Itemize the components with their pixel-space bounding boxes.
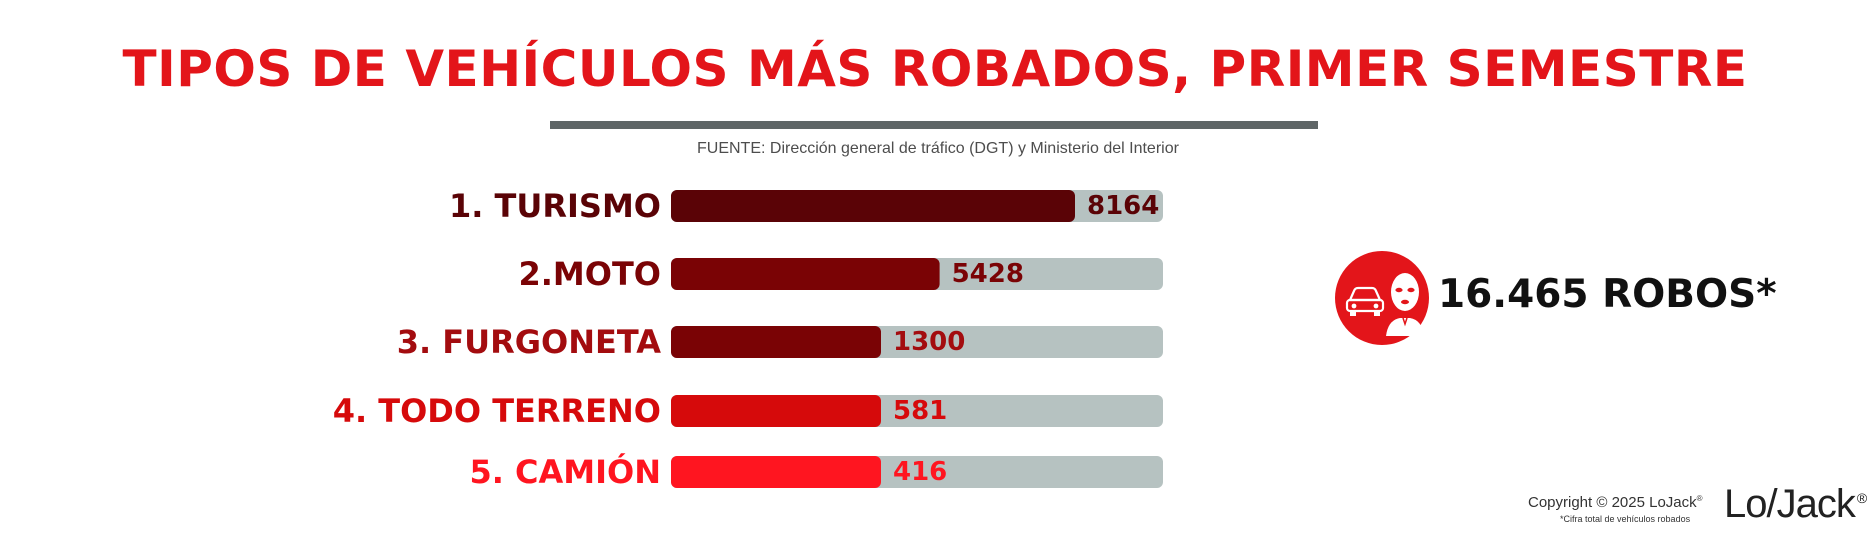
bar <box>671 190 1075 222</box>
bar <box>671 258 940 290</box>
car-thief-icon <box>1335 251 1429 345</box>
value-label: 416 <box>893 457 947 487</box>
value-label: 1300 <box>893 327 965 357</box>
category-label: 4. TODO TERRENO <box>333 392 661 430</box>
bar <box>671 326 881 358</box>
category-label: 1. TURISMO <box>449 187 661 225</box>
total-thefts: 16.465 ROBOS* <box>1438 272 1777 317</box>
category-label: 3. FURGONETA <box>397 323 662 361</box>
bar <box>671 456 881 488</box>
category-label: 5. CAMIÓN <box>469 452 661 491</box>
value-label: 8164 <box>1087 191 1159 221</box>
title-divider <box>550 121 1318 129</box>
category-label: 2.MOTO <box>519 255 662 293</box>
value-label: 5428 <box>952 259 1024 289</box>
bar <box>671 395 881 427</box>
value-label: 581 <box>893 396 947 426</box>
footnote: *Cifra total de vehículos robados <box>1560 514 1691 524</box>
chart-title: TIPOS DE VEHÍCULOS MÁS ROBADOS, PRIMER S… <box>122 40 1748 98</box>
lojack-logo: Lo/Jack ® <box>1724 482 1867 526</box>
source-note: FUENTE: Dirección general de tráfico (DG… <box>697 140 1179 157</box>
copyright: Copyright © 2025 LoJack® <box>1528 494 1703 511</box>
